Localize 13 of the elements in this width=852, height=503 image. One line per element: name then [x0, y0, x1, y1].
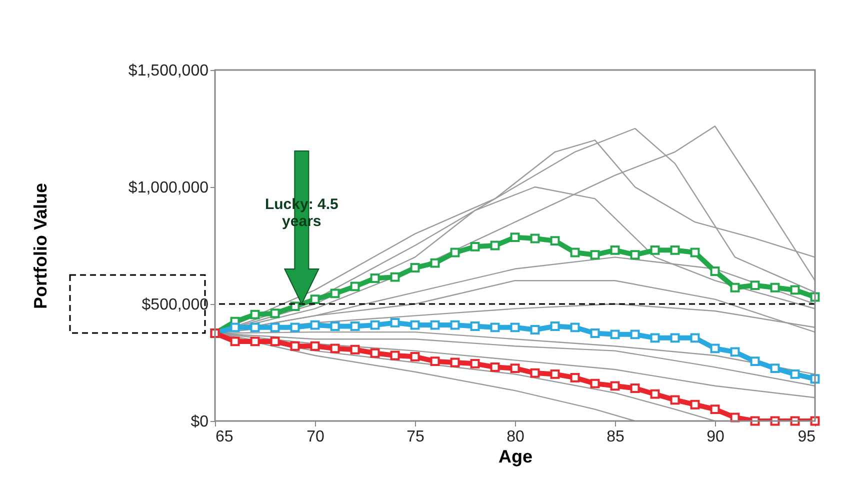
x-tick-label: 95 [798, 428, 816, 446]
x-tick-label: 80 [506, 428, 524, 446]
y-tick-label: $0 [190, 414, 209, 430]
y-tick-label: $1,000,000 [128, 180, 209, 196]
y-tick-label: $500,000 [142, 296, 209, 314]
x-axis-title: Age [498, 446, 533, 466]
x-tick-label: 70 [306, 428, 324, 446]
y-tick-label: $1,500,000 [128, 62, 209, 80]
x-tick-label: 85 [606, 428, 624, 446]
x-tick-label: 65 [216, 428, 234, 446]
y-axis-title: Portfolio Value [30, 182, 50, 310]
x-tick-label: 75 [406, 428, 424, 446]
x-tick-label: 90 [706, 428, 724, 446]
